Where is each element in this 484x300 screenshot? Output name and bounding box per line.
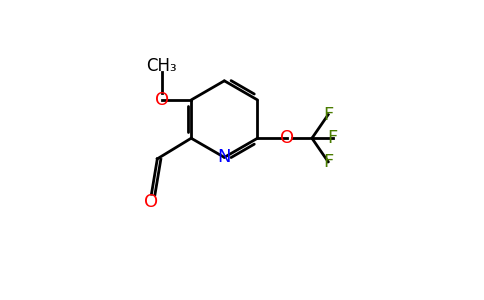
Text: CH₃: CH₃ xyxy=(147,57,177,75)
Text: O: O xyxy=(144,193,158,211)
Text: F: F xyxy=(323,153,333,171)
Text: N: N xyxy=(218,148,231,166)
Text: O: O xyxy=(280,129,294,147)
Text: F: F xyxy=(323,106,333,124)
Text: O: O xyxy=(155,91,169,109)
Text: F: F xyxy=(328,129,338,147)
